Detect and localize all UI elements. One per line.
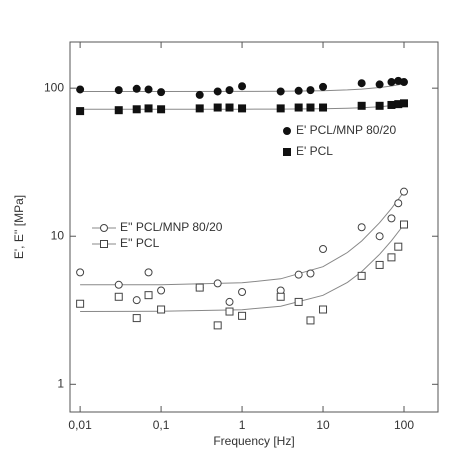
data-point — [114, 86, 123, 95]
data-point — [225, 86, 234, 95]
legend-marker — [100, 224, 108, 232]
legend-label: E' PCL/MNP 80/20 — [296, 123, 396, 137]
data-point — [357, 101, 366, 110]
x-tick-label: 0,1 — [153, 418, 170, 432]
x-tick-label: 1 — [239, 418, 246, 432]
data-point — [319, 82, 328, 91]
data-point — [144, 104, 153, 113]
data-point — [375, 260, 384, 269]
data-point — [132, 314, 141, 323]
data-point — [394, 199, 403, 208]
data-point — [238, 82, 247, 91]
data-point — [375, 232, 384, 241]
data-point — [357, 223, 366, 232]
data-point — [276, 87, 285, 96]
data-point — [238, 311, 247, 320]
data-point — [375, 80, 384, 89]
data-point — [213, 321, 222, 330]
data-point — [225, 307, 234, 316]
data-point — [276, 292, 285, 301]
data-point — [357, 79, 366, 88]
y-tick-label: 1 — [57, 376, 64, 390]
data-point — [294, 86, 303, 95]
data-point — [132, 84, 141, 93]
data-point — [76, 299, 85, 308]
data-point — [114, 106, 123, 115]
data-point — [157, 305, 166, 314]
legend-marker — [283, 127, 291, 135]
data-point — [399, 99, 408, 108]
data-point — [132, 105, 141, 114]
legend-marker — [283, 148, 291, 156]
x-tick-label: 10 — [316, 418, 330, 432]
legend-label: E'' PCL — [120, 236, 160, 250]
legend-label: E' PCL — [296, 144, 333, 158]
data-point — [319, 244, 328, 253]
data-point — [319, 103, 328, 112]
data-point — [76, 107, 85, 116]
data-point — [157, 105, 166, 114]
data-point — [399, 220, 408, 229]
data-point — [225, 103, 234, 112]
data-point — [132, 296, 141, 305]
data-point — [399, 187, 408, 196]
data-point — [213, 103, 222, 112]
data-point — [306, 103, 315, 112]
data-point — [157, 88, 166, 97]
data-point — [114, 292, 123, 301]
data-point — [399, 78, 408, 87]
data-point — [157, 286, 166, 295]
data-point — [238, 288, 247, 297]
data-point — [144, 85, 153, 94]
data-point — [195, 90, 204, 99]
data-point — [114, 280, 123, 289]
data-point — [306, 316, 315, 325]
legend-marker — [100, 240, 108, 248]
y-tick-label: 10 — [51, 228, 65, 242]
data-point — [144, 291, 153, 300]
data-point — [213, 87, 222, 96]
data-point — [387, 100, 396, 109]
fit-line — [80, 224, 405, 312]
data-point — [76, 85, 85, 94]
data-point — [294, 297, 303, 306]
x-tick-label: 0,01 — [68, 418, 92, 432]
data-point — [375, 101, 384, 110]
y-axis-label: E', E'' [MPa] — [12, 195, 26, 259]
data-point — [387, 214, 396, 223]
legend-label: E'' PCL/MNP 80/20 — [120, 220, 223, 234]
data-point — [319, 305, 328, 314]
data-point — [306, 269, 315, 278]
data-point — [294, 103, 303, 112]
data-point — [144, 268, 153, 277]
y-tick-label: 100 — [44, 80, 64, 94]
data-point — [225, 297, 234, 306]
x-tick-label: 100 — [394, 418, 414, 432]
data-point — [394, 242, 403, 251]
data-point — [213, 279, 222, 288]
x-axis-label: Frequency [Hz] — [213, 434, 294, 448]
data-point — [387, 253, 396, 262]
data-point — [238, 104, 247, 113]
data-point — [294, 270, 303, 279]
data-point — [306, 86, 315, 95]
data-point — [195, 283, 204, 292]
data-point — [387, 78, 396, 87]
data-point — [357, 271, 366, 280]
data-point — [276, 104, 285, 113]
plot-frame — [69, 41, 439, 413]
data-point — [76, 268, 85, 277]
data-point — [195, 104, 204, 113]
